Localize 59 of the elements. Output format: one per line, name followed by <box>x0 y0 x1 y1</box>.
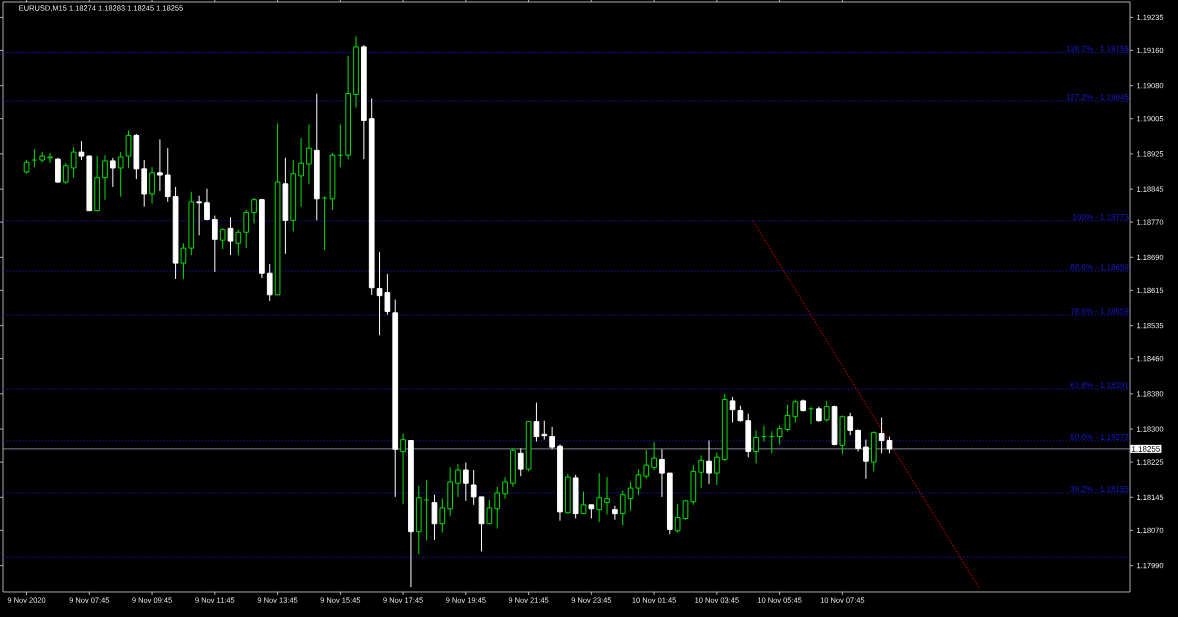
candlestick <box>109 157 116 188</box>
candlestick <box>117 151 124 198</box>
candlestick <box>517 447 524 477</box>
candlestick <box>157 138 163 192</box>
candlestick <box>580 491 587 515</box>
candlestick <box>102 154 108 201</box>
candlestick <box>604 476 610 515</box>
candlestick <box>729 396 736 423</box>
candlestick <box>251 197 257 224</box>
candlestick <box>863 439 869 480</box>
candlestick <box>768 430 775 454</box>
candlestick <box>423 479 430 541</box>
candlestick <box>612 505 618 521</box>
candlestick <box>164 147 171 203</box>
candlestick <box>792 399 799 423</box>
candlestick <box>431 494 438 541</box>
candlestick <box>714 451 720 486</box>
candlestick <box>400 432 406 505</box>
candlestick <box>753 429 759 464</box>
candlestick <box>47 152 53 164</box>
candlestick <box>659 448 665 498</box>
candlestick <box>211 215 218 273</box>
candlestick <box>78 140 85 161</box>
candlestick <box>439 498 446 534</box>
candlestick <box>541 420 548 441</box>
candlestick <box>549 426 555 450</box>
candlestick <box>298 137 304 208</box>
candlestick <box>337 123 344 168</box>
candlestick <box>219 227 226 250</box>
candlestick <box>823 400 830 423</box>
candlestick <box>619 490 626 526</box>
candlestick <box>470 469 477 506</box>
candlestick <box>486 499 493 525</box>
candlestick <box>455 463 461 498</box>
candlestick <box>243 209 250 249</box>
candlestick <box>596 472 603 523</box>
candlestick <box>31 148 38 168</box>
candlestick <box>227 216 234 256</box>
candlestick <box>70 146 77 179</box>
candlestick <box>149 166 155 205</box>
candlestick <box>706 440 712 485</box>
candlestick <box>55 157 61 184</box>
candlestick <box>306 123 312 185</box>
candlestick <box>643 449 650 480</box>
candlestick <box>62 162 69 185</box>
candlestick <box>196 195 202 236</box>
candlestick <box>847 412 854 436</box>
candlestick <box>321 196 328 251</box>
candlestick <box>462 462 469 502</box>
candlestick <box>698 454 705 489</box>
candlestick <box>204 188 210 221</box>
candlestick <box>125 130 132 169</box>
candlestick <box>502 476 508 500</box>
candlestick <box>266 263 273 302</box>
candlestick <box>235 229 242 256</box>
candlestick <box>533 402 540 442</box>
candlestick <box>494 486 501 530</box>
candlestick <box>651 441 657 471</box>
candlestick <box>180 242 187 280</box>
